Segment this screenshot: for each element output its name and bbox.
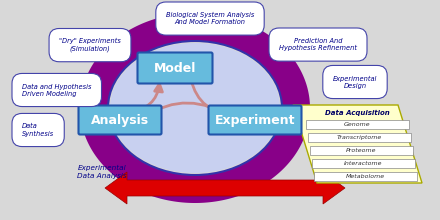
Text: Biological System Analysis
And Model Formation: Biological System Analysis And Model For… — [166, 12, 254, 25]
FancyBboxPatch shape — [308, 133, 411, 142]
Text: Transcriptome: Transcriptome — [337, 135, 382, 140]
FancyBboxPatch shape — [209, 106, 301, 134]
Text: Genome: Genome — [344, 122, 371, 127]
FancyBboxPatch shape — [137, 53, 213, 84]
Text: Data and Hypothesis
Driven Modeling: Data and Hypothesis Driven Modeling — [22, 83, 92, 97]
Text: Experiment: Experiment — [215, 114, 295, 126]
Text: Interactome: Interactome — [344, 161, 383, 166]
Text: Prediction And
Hypothesis Refinement: Prediction And Hypothesis Refinement — [279, 38, 357, 51]
Ellipse shape — [110, 43, 280, 173]
FancyBboxPatch shape — [314, 172, 417, 181]
Text: "Dry" Experiments
(Simulation): "Dry" Experiments (Simulation) — [59, 38, 121, 52]
FancyBboxPatch shape — [312, 159, 415, 169]
FancyBboxPatch shape — [78, 106, 161, 134]
Text: Analysis: Analysis — [91, 114, 149, 126]
Text: Experimental
Design: Experimental Design — [333, 75, 377, 89]
Text: Proteome: Proteome — [346, 148, 377, 153]
Text: Model: Model — [154, 62, 196, 75]
Text: Data
Synthesis: Data Synthesis — [22, 123, 54, 137]
FancyBboxPatch shape — [310, 146, 413, 156]
Polygon shape — [80, 13, 310, 203]
Text: Experimental
Data Analysis: Experimental Data Analysis — [77, 165, 127, 179]
Polygon shape — [293, 105, 422, 183]
Text: Data Acquisition: Data Acquisition — [325, 110, 390, 116]
FancyBboxPatch shape — [306, 119, 409, 129]
Text: Metabolome: Metabolome — [346, 174, 385, 179]
Polygon shape — [105, 172, 345, 204]
